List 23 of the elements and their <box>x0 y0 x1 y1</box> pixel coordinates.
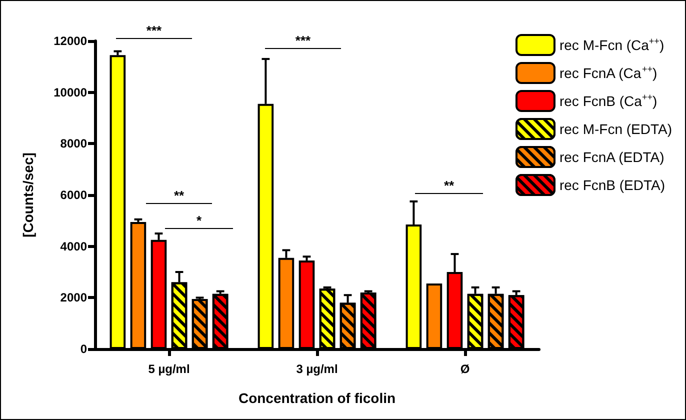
significance-bracket: *** <box>116 25 192 39</box>
y-tick-label: 12000 <box>54 34 88 48</box>
x-tick-label: Ø <box>460 362 470 376</box>
x-tick-label: 5 µg/ml <box>148 362 190 376</box>
legend-label: rec FcnA (Ca++) <box>559 64 658 81</box>
y-axis-title: [Counts/sec] <box>20 152 36 238</box>
legend-label: rec M-Fcn (Ca++) <box>559 36 664 53</box>
significance-bracket: ** <box>415 180 483 194</box>
significance-bracket: *** <box>265 35 341 49</box>
y-tick-label: 6000 <box>60 188 88 202</box>
y-tick-label: 8000 <box>60 136 88 151</box>
y-tick-label: 0 <box>80 342 88 356</box>
y-tick-label: 10000 <box>54 85 88 100</box>
y-tick-label: 2000 <box>60 290 88 305</box>
legend-label: rec M-Fcn (EDTA) <box>559 121 672 137</box>
y-tick-label: 4000 <box>60 239 88 254</box>
x-tick-label: 3 µg/ml <box>296 362 338 376</box>
significance-bracket: * <box>165 215 233 229</box>
x-axis-title: Concentration of ficolin <box>238 390 396 406</box>
legend-label: rec FcnB (Ca++) <box>559 92 658 109</box>
legend-label: rec FcnB (EDTA) <box>559 177 666 193</box>
legend-label: rec FcnA (EDTA) <box>559 149 664 165</box>
significance-bracket: ** <box>146 190 212 204</box>
